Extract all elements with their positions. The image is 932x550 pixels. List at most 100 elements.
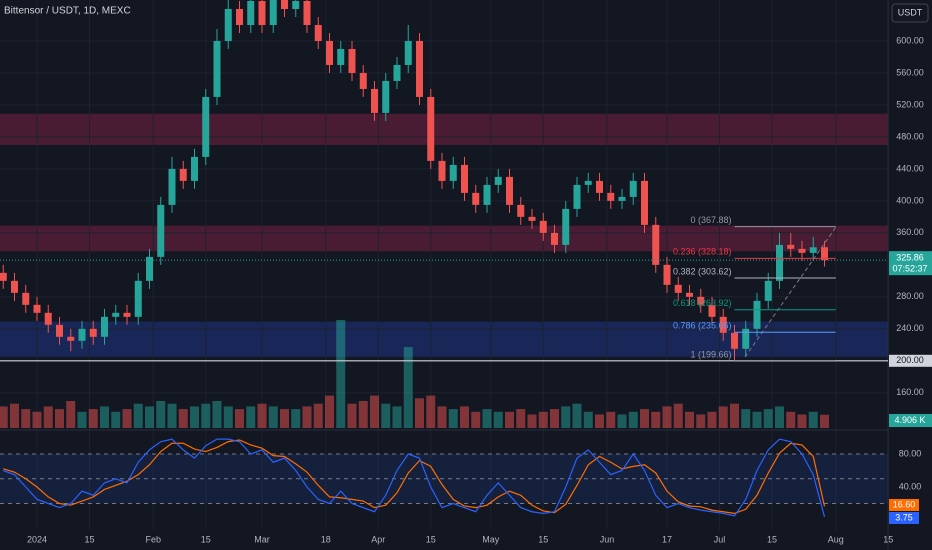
stoch-d-line: [3, 439, 826, 515]
candle-body: [798, 248, 806, 253]
candle-body: [179, 168, 187, 181]
last-price-label: 325.86: [896, 253, 924, 263]
candle-body: [326, 40, 333, 65]
currency[interactable]: USDT: [898, 7, 923, 17]
candle-body: [596, 180, 603, 193]
candle-body: [247, 0, 255, 25]
candle-body: [89, 328, 97, 337]
candle-body: [629, 180, 637, 197]
volume-bar: [100, 406, 109, 428]
stoch-k-label: 3.75: [895, 512, 913, 522]
volume-bar: [190, 406, 199, 428]
candle-body: [44, 312, 52, 325]
candle-body: [337, 48, 345, 65]
volume-bar: [257, 403, 267, 428]
candle-body: [22, 292, 30, 305]
x-tick-label: 15: [426, 534, 436, 544]
volume-bar: [88, 409, 98, 428]
volume-bar: [32, 411, 42, 428]
candle-body: [764, 280, 772, 301]
volume-bar: [707, 411, 717, 428]
volume-bar: [651, 411, 661, 428]
candle-body: [742, 328, 750, 349]
volume-bar: [145, 406, 154, 428]
x-tick-label: Jun: [600, 534, 615, 544]
volume-bar: [493, 411, 503, 428]
stoch-tick-label: 80.00: [899, 448, 922, 458]
fib-label: 0.236 (328.18): [673, 247, 732, 257]
y-tick-label: 560.00: [896, 67, 924, 77]
volume-bar: [313, 403, 323, 428]
candle-body: [78, 328, 86, 341]
volume-bar: [516, 409, 526, 428]
candle-body: [281, 0, 288, 9]
volume-bar: [403, 347, 413, 428]
x-tick-label: May: [482, 534, 500, 544]
countdown: 07:52:37: [892, 264, 927, 274]
volume-bar: [246, 406, 256, 428]
candle-body: [134, 280, 142, 317]
volume-bar: [415, 398, 424, 428]
volume-bar: [381, 403, 391, 428]
candle-body: [731, 332, 738, 349]
volume-bar: [448, 409, 458, 428]
volume-bar: [617, 414, 627, 428]
candle-body: [314, 24, 322, 41]
volume-bar: [77, 411, 87, 428]
x-tick-label: 2024: [27, 534, 47, 544]
y-tick-label: 280.00: [896, 291, 924, 301]
volume-bar: [43, 406, 53, 428]
volume-bar: [55, 409, 64, 428]
zone: [0, 321, 888, 357]
volume-bar: [437, 406, 447, 428]
volume-last-label: 4.906 K: [894, 415, 925, 425]
volume-bar: [347, 403, 357, 428]
y-tick-label: 160.00: [896, 387, 924, 397]
volume-bar: [111, 411, 121, 428]
volume-bar: [280, 409, 289, 428]
volume-bar: [538, 411, 548, 428]
candle-body: [753, 300, 761, 329]
candle-body: [269, 0, 277, 25]
volume-bar: [730, 403, 739, 428]
volume-bar: [325, 395, 334, 428]
stoch-k-box: [889, 512, 919, 524]
volume-bar: [572, 403, 582, 428]
candle-body: [697, 296, 705, 305]
volume-bar: [156, 401, 166, 428]
y-tick-label: 480.00: [896, 131, 924, 141]
candle-body: [393, 64, 401, 81]
candle-body: [584, 180, 592, 185]
candle-body: [776, 244, 783, 281]
candle-body: [112, 312, 120, 317]
fib-label: 1 (199.66): [690, 349, 731, 359]
volume-bar: [66, 401, 76, 428]
candle-body: [404, 40, 412, 65]
candle-body: [123, 312, 131, 317]
x-tick-label: 15: [767, 534, 777, 544]
y-tick-label: 360.00: [896, 227, 924, 237]
volume-bar: [628, 411, 638, 428]
volume-bar: [426, 395, 436, 428]
y-tick-label: 400.00: [896, 195, 924, 205]
currency-button[interactable]: [891, 3, 929, 23]
last-price-box: [889, 251, 932, 276]
volume-bar: [561, 406, 571, 428]
candle-body: [607, 192, 615, 201]
x-tick-label: Aug: [828, 534, 844, 544]
candle-body: [101, 316, 108, 337]
volume-bar: [178, 409, 188, 428]
candle-body: [11, 280, 18, 293]
volume-bar: [358, 401, 368, 428]
candle-body: [641, 180, 648, 225]
chart-title: Bittensor / USDT, 1D, MEXC: [4, 6, 131, 17]
candle-body: [674, 284, 682, 293]
candle-body: [292, 0, 300, 9]
volume-bar: [201, 403, 211, 428]
y-tick-label: 440.00: [896, 163, 924, 173]
y-tick-label: 520.00: [896, 99, 924, 109]
x-tick-label: 15: [538, 534, 548, 544]
candle-body: [821, 247, 828, 261]
zone: [0, 113, 888, 145]
